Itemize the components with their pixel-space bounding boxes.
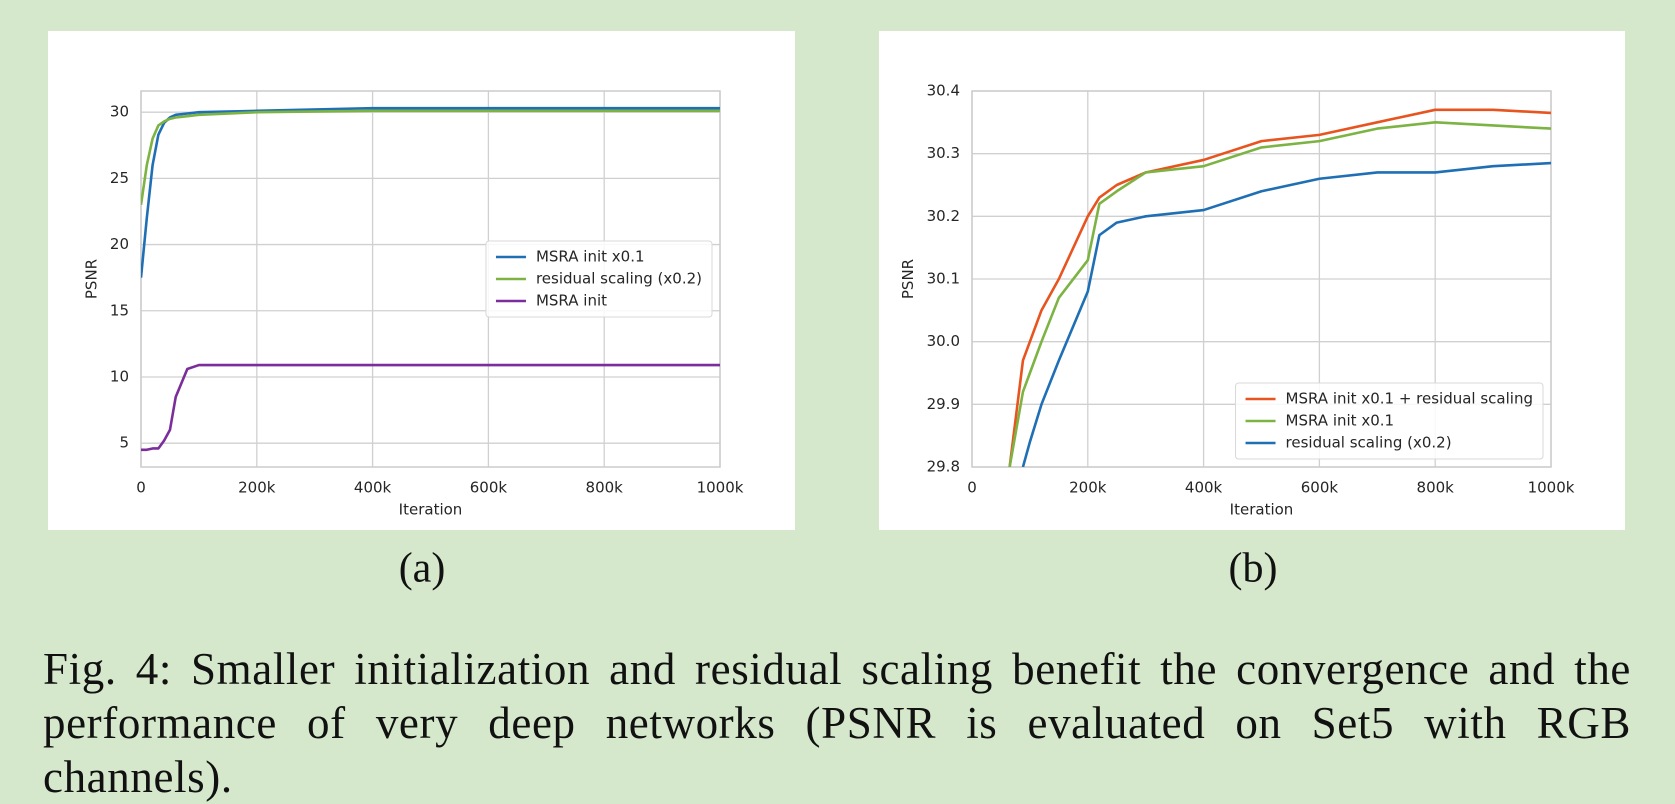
x-tick-label: 0 (967, 479, 977, 497)
y-tick-label: 30.2 (927, 207, 960, 225)
y-tick-label: 20 (110, 235, 129, 253)
x-tick-label: 600k (470, 479, 508, 497)
y-tick-label: 15 (110, 301, 129, 319)
x-tick-label: 600k (1301, 479, 1339, 497)
x-tick-label: 400k (1185, 479, 1223, 497)
figure: (a) (b) 5 10 15 20 25 30 0 200k 400k 600k 800k 1000… (48, 31, 1625, 592)
y-tick-label: 30.1 (927, 270, 960, 288)
x-axis-label: Iteration (1230, 501, 1294, 519)
x-tick-label: 800k (586, 479, 624, 497)
x-tick-label: 200k (1069, 479, 1107, 497)
series-line (141, 109, 720, 206)
x-tick-label: 800k (1417, 479, 1455, 497)
x-tick-label: 400k (354, 479, 392, 497)
y-tick-label: 30.4 (927, 82, 960, 100)
y-tick-label: 5 (119, 434, 129, 452)
x-tick-label: 0 (136, 479, 146, 497)
series-line (1008, 108, 1551, 467)
legend: MSRA init x0.1 residual scaling (x0.2) MSR… (485, 240, 713, 318)
series-line (1021, 161, 1551, 467)
legend: MSRA init x0.1 + residual scaling MSRA in… (1235, 382, 1544, 460)
y-axis-label: PSNR (82, 259, 100, 299)
plot-frame (140, 90, 721, 468)
panel-label: (b) (1229, 546, 1278, 592)
series-line (141, 363, 720, 452)
x-tick-label: 1000k (697, 479, 744, 497)
y-tick-label: 25 (110, 169, 129, 187)
y-tick-label: 10 (110, 367, 129, 385)
chart: 5 10 15 20 25 30 0 200k 400k 600k 800k 1000k Iterati… (48, 31, 795, 530)
chart: 29.8 29.9 30.0 30.1 30.2 30.3 30.4 0 200k 400k 600… (879, 31, 1625, 530)
legend-frame (485, 240, 713, 318)
y-tick-label: 29.8 (927, 458, 960, 476)
plot-frame (971, 90, 1552, 468)
y-tick-label: 30.3 (927, 144, 960, 162)
legend-label: residual scaling (x0.2) (536, 270, 702, 288)
y-tick-label: 29.9 (927, 395, 960, 413)
legend-label: MSRA init x0.1 (1286, 412, 1395, 430)
legend-label: residual scaling (x0.2) (1286, 434, 1452, 452)
legend-label: MSRA init x0.1 + residual scaling (1286, 390, 1533, 408)
y-axis-label: PSNR (899, 259, 917, 299)
series-line (141, 106, 720, 278)
x-tick-label: 200k (238, 479, 276, 497)
x-axis-label: Iteration (399, 501, 463, 519)
y-tick-label: 30 (110, 103, 129, 121)
legend-label: MSRA init (536, 292, 607, 310)
y-tick-label: 30.0 (927, 332, 960, 350)
caption: Fig. 4: Smaller initialization and resid… (43, 644, 1631, 802)
legend-label: MSRA init x0.1 (536, 248, 645, 266)
legend-frame (1235, 382, 1544, 460)
series-line (1008, 121, 1551, 467)
x-tick-label: 1000k (1528, 479, 1575, 497)
panel-label: (a) (399, 546, 446, 592)
